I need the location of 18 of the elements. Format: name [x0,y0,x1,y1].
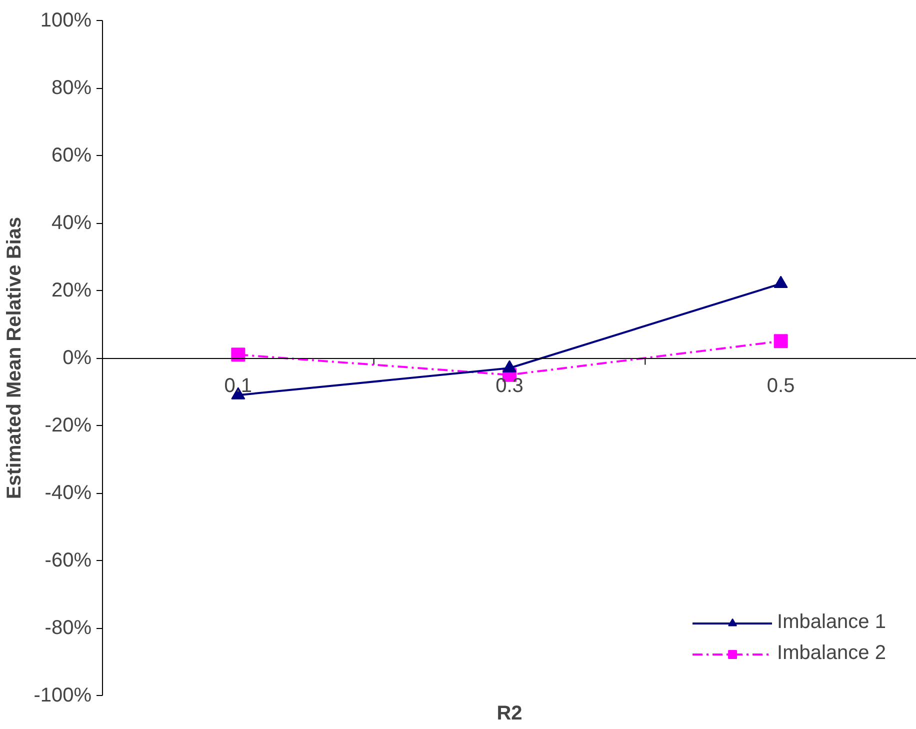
legend-label: Imbalance 2 [777,642,886,665]
y-tick-label: 0% [62,347,92,369]
y-tick-label: 60% [51,144,92,166]
x-tick-label: 0.5 [766,375,795,397]
y-tick-label: -20% [44,414,92,436]
y-axis-title: Estimated Mean Relative Bias [4,216,26,500]
legend-label: Imbalance 1 [777,611,886,634]
y-tick-label: 100% [40,10,92,32]
y-tick-label: -60% [44,550,92,572]
x-tick-label: 0.1 [224,375,252,397]
x-axis-title: R2 [496,702,522,724]
x-tick-label: 0.3 [496,375,524,397]
y-tick-label: 40% [51,212,92,234]
y-tick-label: -80% [44,617,92,639]
y-tick-label: 20% [51,280,92,302]
y-tick-label: 80% [51,77,92,99]
y-tick-label: -100% [34,684,92,706]
y-tick-label: -40% [44,482,92,504]
